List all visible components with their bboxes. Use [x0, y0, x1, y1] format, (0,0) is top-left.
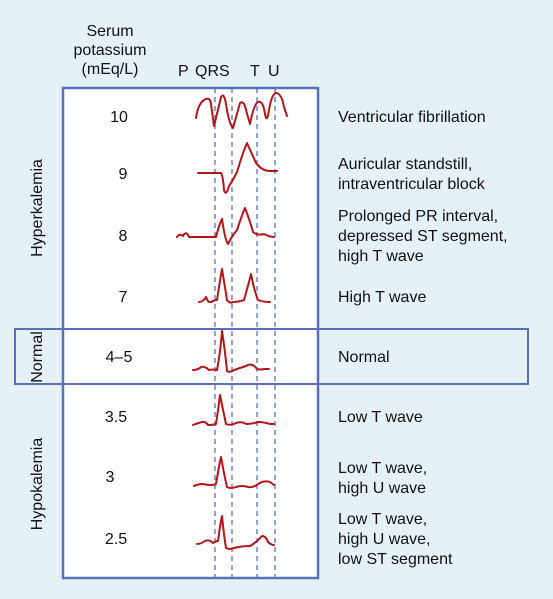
serum-label-line3: (mEq/L): [81, 61, 139, 78]
effect-8-line3: high T wave: [338, 248, 424, 265]
effect-9-line2: intraventricular block: [338, 176, 485, 193]
level-8: 8: [118, 228, 128, 245]
ecg-trace-8: [176, 207, 275, 245]
normal-band: [14, 328, 529, 385]
level-9: 9: [118, 166, 128, 183]
white-panel: [63, 88, 318, 578]
wave-label-p: P: [178, 63, 189, 80]
ecg-trace-10: [195, 91, 288, 129]
group-label-normal: Normal: [29, 331, 46, 383]
level-2-5: 2.5: [104, 531, 128, 548]
effect-9-line1: Auricular standstill,: [338, 156, 473, 173]
serum-label-line2: potassium: [73, 42, 147, 59]
level-3: 3: [105, 469, 115, 486]
group-label-hyperkalemia: Hyperkalemia: [29, 159, 46, 257]
ecg-trace-7: [198, 268, 271, 304]
potassium-frame: [61, 86, 320, 580]
ecg-trace-2-5: [196, 515, 275, 550]
level-7: 7: [118, 289, 128, 306]
group-label-hypokalemia: Hypokalemia: [29, 437, 46, 531]
effect-normal-line1: Normal: [338, 349, 390, 366]
level-10: 10: [110, 109, 128, 126]
effect-2-5-line3: low ST segment: [338, 551, 453, 568]
effect-3-line2: high U wave: [338, 480, 427, 497]
effect-8-line1: Prolonged PR interval,: [338, 208, 499, 225]
effect-2-5-line1: Low T wave,: [338, 511, 428, 528]
wave-label-t: T: [250, 63, 260, 80]
ecg-trace-3: [193, 456, 275, 489]
effect-7-line1: High T wave: [338, 289, 427, 306]
effect-3-line1: Low T wave,: [338, 460, 428, 477]
ecg-trace-9: [197, 142, 278, 194]
effect-3-5-line1: Low T wave: [338, 409, 423, 426]
effect-10-line1: Ventricular fibrillation: [338, 109, 486, 126]
serum-label-line1: Serum: [86, 23, 134, 40]
wave-label-qrs: QRS: [195, 63, 230, 80]
wave-label-u: U: [268, 63, 280, 80]
effect-2-5-line2: high U wave,: [338, 531, 431, 548]
ecg-trace-normal: [192, 330, 270, 373]
level-3-5: 3.5: [104, 409, 128, 426]
effect-8-line2: depressed ST segment,: [338, 228, 508, 245]
ecg-trace-3-5: [192, 394, 275, 426]
level-4-5: 4–5: [105, 349, 133, 366]
